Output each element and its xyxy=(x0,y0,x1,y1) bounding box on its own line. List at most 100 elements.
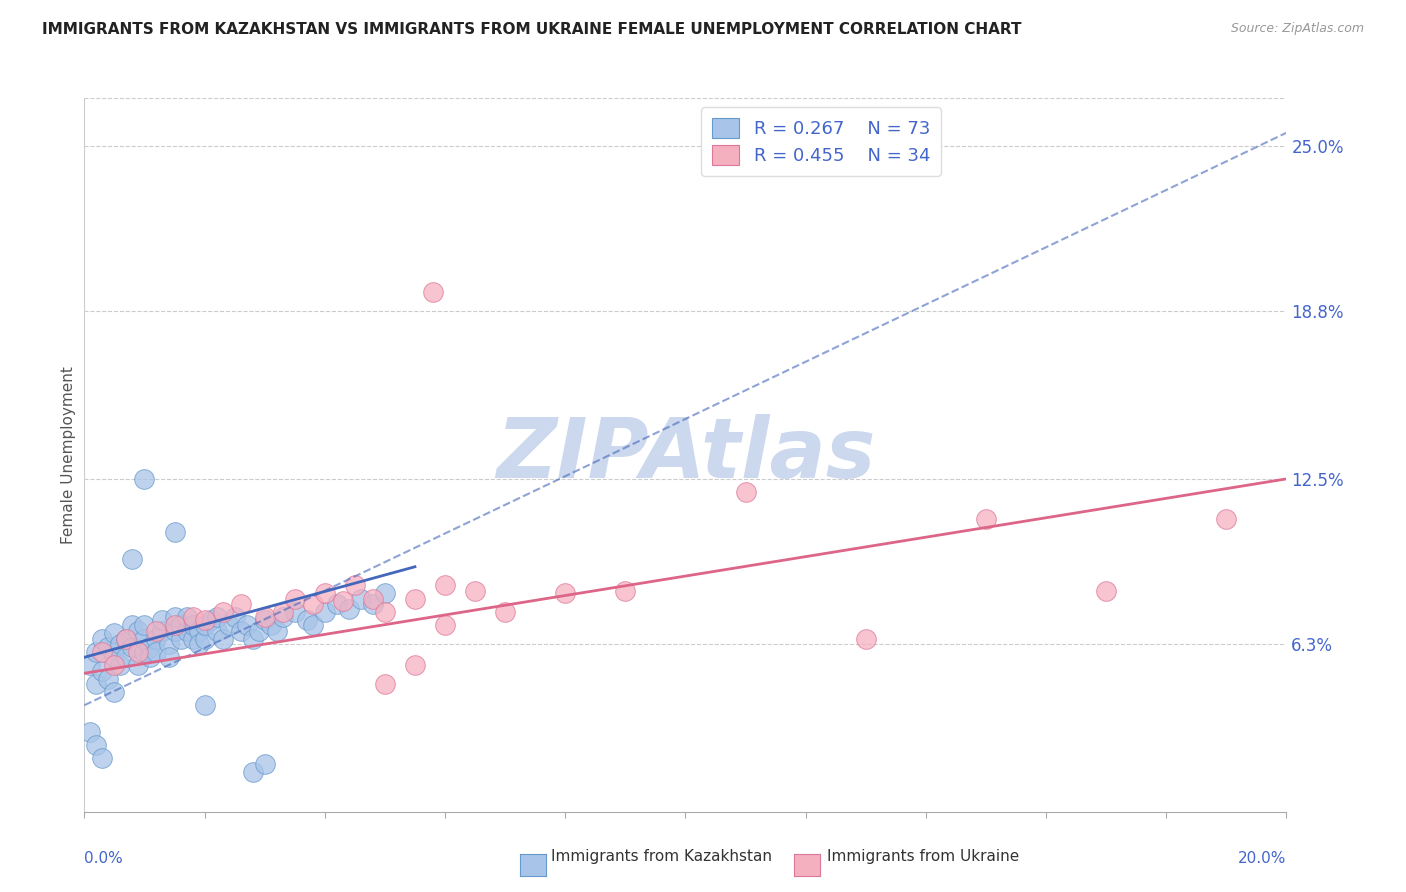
Point xyxy=(332,594,354,608)
Point xyxy=(121,618,143,632)
Text: IMMIGRANTS FROM KAZAKHSTAN VS IMMIGRANTS FROM UKRAINE FEMALE UNEMPLOYMENT CORREL: IMMIGRANTS FROM KAZAKHSTAN VS IMMIGRANTS… xyxy=(42,22,1022,37)
Point xyxy=(200,613,222,627)
Point xyxy=(229,597,252,611)
Point xyxy=(176,610,198,624)
Point xyxy=(139,650,162,665)
Point xyxy=(181,632,204,646)
Point xyxy=(211,605,233,619)
Point xyxy=(614,583,637,598)
Point xyxy=(187,637,209,651)
Point xyxy=(734,485,756,500)
Point xyxy=(434,578,457,592)
Text: Immigrants from Kazakhstan: Immigrants from Kazakhstan xyxy=(551,849,772,863)
Text: 0.0%: 0.0% xyxy=(84,851,124,866)
Point xyxy=(86,677,108,691)
Point xyxy=(404,658,426,673)
Point xyxy=(229,624,252,638)
Point xyxy=(134,645,156,659)
Point xyxy=(79,658,101,673)
Point xyxy=(361,591,384,606)
Point xyxy=(218,618,240,632)
Point xyxy=(343,578,366,592)
Point xyxy=(110,658,132,673)
Point xyxy=(145,645,167,659)
Point xyxy=(205,610,228,624)
Point xyxy=(152,624,174,638)
Point xyxy=(115,650,138,665)
Point xyxy=(86,738,108,752)
Point xyxy=(121,640,143,654)
Point xyxy=(374,677,396,691)
Point xyxy=(103,658,125,673)
Text: 20.0%: 20.0% xyxy=(1239,851,1286,866)
Point xyxy=(253,610,276,624)
Point xyxy=(242,764,264,779)
Point xyxy=(301,618,323,632)
Point xyxy=(494,605,516,619)
Point xyxy=(145,624,167,638)
Point xyxy=(86,645,108,659)
Point xyxy=(301,597,323,611)
Point xyxy=(181,618,204,632)
Point xyxy=(127,645,149,659)
Point xyxy=(152,613,174,627)
Point xyxy=(134,472,156,486)
Point xyxy=(134,632,156,646)
Point xyxy=(187,624,209,638)
Point xyxy=(242,632,264,646)
Text: Source: ZipAtlas.com: Source: ZipAtlas.com xyxy=(1230,22,1364,36)
Legend: R = 0.267    N = 73, R = 0.455    N = 34: R = 0.267 N = 73, R = 0.455 N = 34 xyxy=(702,107,941,176)
Point xyxy=(314,586,336,600)
Point xyxy=(374,586,396,600)
Y-axis label: Female Unemployment: Female Unemployment xyxy=(60,366,76,544)
Point xyxy=(91,751,114,765)
Point xyxy=(115,632,138,646)
Point xyxy=(127,624,149,638)
Point xyxy=(464,583,486,598)
Text: Immigrants from Ukraine: Immigrants from Ukraine xyxy=(827,849,1019,863)
Point xyxy=(103,650,125,665)
Point xyxy=(211,632,233,646)
Point xyxy=(194,698,217,713)
Point xyxy=(253,613,276,627)
Point xyxy=(194,618,217,632)
Point xyxy=(169,632,191,646)
Point xyxy=(97,672,120,686)
Point xyxy=(224,610,246,624)
Point xyxy=(163,624,186,638)
Point xyxy=(974,512,997,526)
Point xyxy=(163,525,186,540)
Point xyxy=(1215,512,1237,526)
Point xyxy=(163,610,186,624)
Point xyxy=(157,650,180,665)
Point xyxy=(176,624,198,638)
Point xyxy=(404,591,426,606)
Point xyxy=(284,605,307,619)
Point xyxy=(145,632,167,646)
Point xyxy=(79,724,101,739)
Point xyxy=(169,618,191,632)
Point xyxy=(163,618,186,632)
Point xyxy=(127,658,149,673)
Point xyxy=(103,626,125,640)
Point xyxy=(271,605,294,619)
Point xyxy=(350,591,373,606)
Point xyxy=(121,551,143,566)
Point xyxy=(205,624,228,638)
Point xyxy=(295,613,318,627)
Point xyxy=(247,624,270,638)
Point xyxy=(253,756,276,771)
Point xyxy=(103,685,125,699)
Point xyxy=(314,605,336,619)
Point xyxy=(554,586,576,600)
Point xyxy=(855,632,877,646)
Point xyxy=(434,618,457,632)
Point xyxy=(194,632,217,646)
Point xyxy=(374,605,396,619)
Point xyxy=(361,597,384,611)
Point xyxy=(266,624,288,638)
Text: ZIPAtlas: ZIPAtlas xyxy=(496,415,875,495)
Point xyxy=(260,618,283,632)
Point xyxy=(181,610,204,624)
Point xyxy=(271,610,294,624)
